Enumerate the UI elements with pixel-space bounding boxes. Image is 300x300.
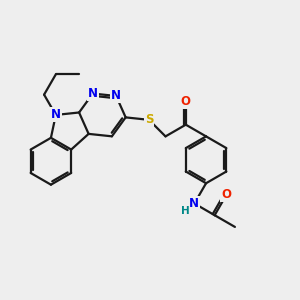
Text: N: N (51, 108, 61, 122)
Text: H: H (181, 206, 190, 216)
Text: S: S (145, 113, 153, 126)
Text: N: N (111, 89, 121, 103)
Text: N: N (88, 87, 98, 100)
Text: O: O (181, 95, 191, 108)
Text: N: N (189, 197, 200, 210)
Text: O: O (221, 188, 231, 201)
